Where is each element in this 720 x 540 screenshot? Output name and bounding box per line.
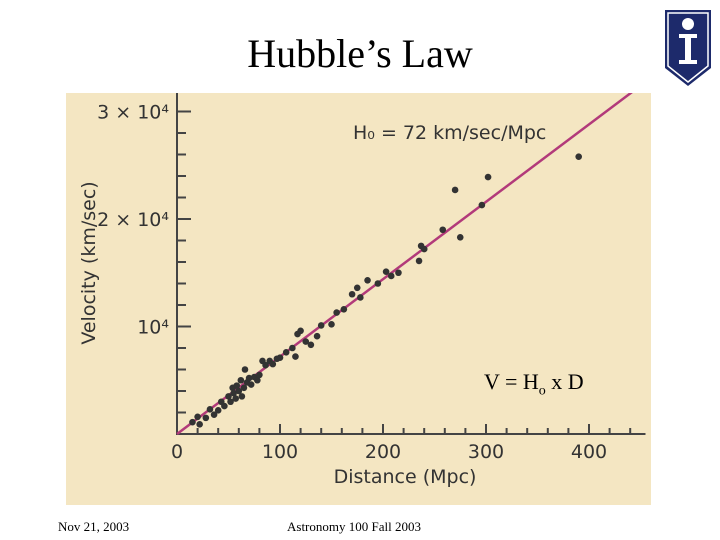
data-point xyxy=(439,226,447,234)
x-tick-label: 400 xyxy=(571,441,607,463)
data-point xyxy=(302,338,310,345)
data-point xyxy=(317,322,325,329)
data-point xyxy=(196,421,203,428)
data-point xyxy=(238,393,246,400)
data-point xyxy=(256,371,263,379)
y-tick-label: 10⁴ xyxy=(137,317,169,339)
x-tick-label: 0 xyxy=(171,441,183,463)
data-point xyxy=(307,341,315,349)
x-tick-label: 300 xyxy=(468,441,504,463)
data-point xyxy=(214,407,222,414)
data-point xyxy=(237,376,245,384)
data-point xyxy=(245,374,253,382)
x-tick-labels: 0 100 200 300 400 xyxy=(171,424,607,463)
data-points xyxy=(189,153,582,428)
data-point xyxy=(227,398,234,406)
data-point xyxy=(282,349,290,356)
data-point xyxy=(456,233,464,241)
university-logo xyxy=(665,10,711,86)
data-point xyxy=(451,186,459,194)
chart-panel: 0 100 200 300 400 10⁴ 2 × 10⁴ 3 × 10⁴ H₀ = 72 … xyxy=(66,93,651,505)
data-point xyxy=(189,418,196,426)
data-point xyxy=(232,395,240,402)
x-axis-label: Distance (Mpc) xyxy=(334,466,477,488)
data-point xyxy=(225,393,232,400)
equation-lhs: V = H xyxy=(484,369,539,394)
data-point xyxy=(374,280,382,287)
data-point xyxy=(202,414,210,422)
data-point xyxy=(348,290,356,298)
data-point xyxy=(297,327,304,335)
footer-date: Nov 21, 2003 xyxy=(58,519,130,534)
data-point xyxy=(387,272,395,280)
equation-rhs: x D xyxy=(545,369,584,394)
data-point xyxy=(292,353,299,360)
data-point xyxy=(254,376,261,384)
data-point xyxy=(210,411,218,418)
data-point xyxy=(240,384,248,392)
scatter-chart: 0 100 200 300 400 10⁴ 2 × 10⁴ 3 × 10⁴ H₀ = 72 … xyxy=(78,93,646,488)
data-point xyxy=(395,269,402,277)
data-point xyxy=(233,382,241,389)
x-tick-label: 200 xyxy=(365,441,401,463)
data-point xyxy=(313,332,321,340)
data-point xyxy=(357,294,364,301)
data-point xyxy=(276,354,284,361)
data-point xyxy=(235,387,243,395)
y-axis-label: Velocity (km/sec) xyxy=(78,181,100,344)
y-tick-labels: 10⁴ 2 × 10⁴ 3 × 10⁴ xyxy=(97,102,191,339)
data-point xyxy=(230,389,237,397)
data-point xyxy=(340,306,348,313)
data-point xyxy=(206,405,214,413)
equation-subscript: o xyxy=(538,383,546,399)
data-point xyxy=(420,245,428,253)
footer-course: Astronomy 100 Fall 2003 xyxy=(287,519,421,534)
data-point xyxy=(415,257,423,265)
slide-title: Hubble’s Law xyxy=(247,31,473,76)
data-point xyxy=(194,413,201,421)
data-point xyxy=(328,321,335,328)
data-point xyxy=(269,360,277,368)
data-point xyxy=(353,284,361,292)
data-point xyxy=(333,309,340,316)
hubble-constant-annotation: H₀ = 72 km/sec/Mpc xyxy=(353,122,546,144)
y-tick-label: 3 × 10⁴ xyxy=(97,102,169,124)
data-point xyxy=(247,381,255,388)
data-point xyxy=(364,276,371,284)
data-point xyxy=(289,344,296,352)
hubble-equation: V = Ho x D xyxy=(484,369,584,399)
y-tick-label: 2 × 10⁴ xyxy=(97,209,169,231)
data-point xyxy=(241,366,249,373)
data-point xyxy=(221,402,228,410)
data-point xyxy=(478,201,486,209)
data-point xyxy=(575,153,582,160)
x-tick-label: 100 xyxy=(262,441,298,463)
data-point xyxy=(262,361,269,369)
data-point xyxy=(484,173,492,181)
data-point xyxy=(382,268,390,275)
